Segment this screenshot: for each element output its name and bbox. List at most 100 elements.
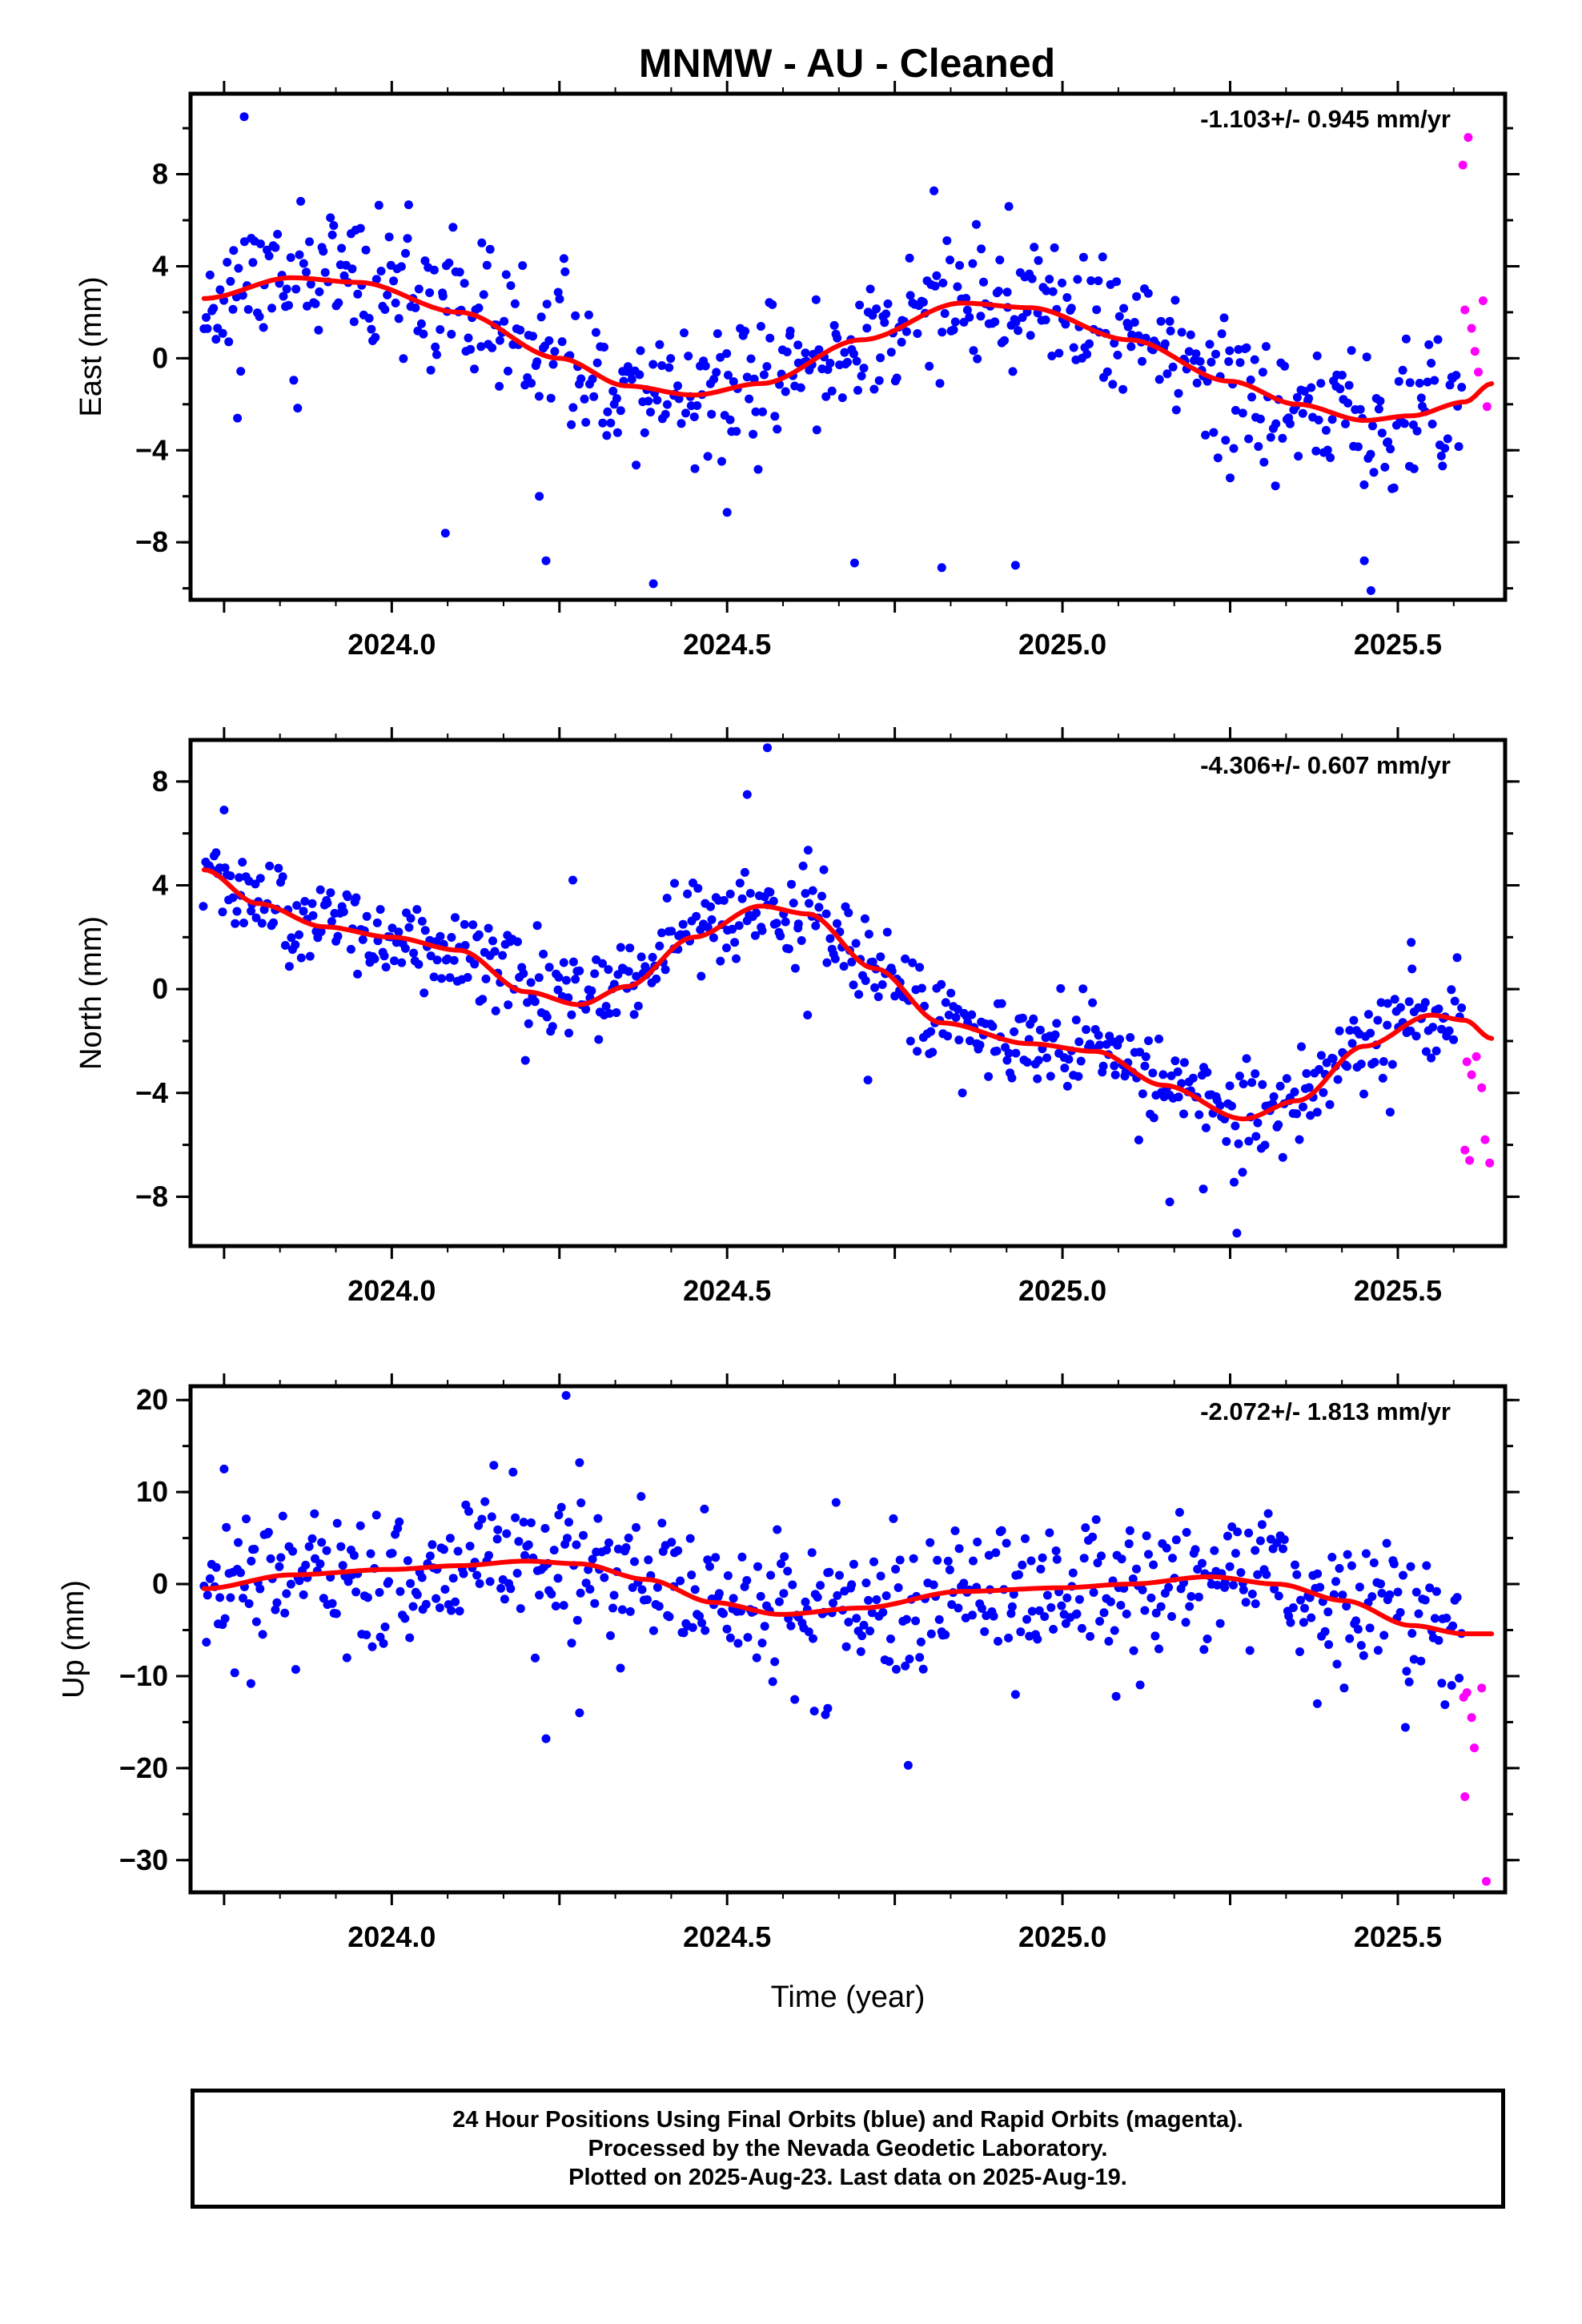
final-orbit-point [695, 1611, 705, 1621]
final-orbit-point [506, 281, 516, 291]
final-orbit-point [553, 985, 563, 995]
final-orbit-point [1337, 371, 1347, 380]
final-orbit-point [1156, 1602, 1166, 1611]
final-orbit-point [1335, 384, 1345, 394]
final-orbit-point [1326, 453, 1335, 462]
final-orbit-point [1366, 586, 1375, 595]
final-orbit-point [1300, 1603, 1309, 1613]
final-orbit-point [604, 1009, 614, 1018]
final-orbit-point [1128, 1574, 1138, 1583]
final-orbit-point [1048, 287, 1058, 296]
final-orbit-point [1440, 1700, 1450, 1710]
final-orbit-point [1258, 368, 1267, 377]
final-orbit-point [782, 348, 792, 356]
final-orbit-point [1369, 1558, 1379, 1567]
final-orbit-point [1077, 1623, 1086, 1633]
final-orbit-point [1416, 393, 1426, 403]
final-orbit-point [491, 1006, 500, 1015]
final-orbit-point [576, 374, 586, 384]
final-orbit-point [1034, 1055, 1043, 1065]
final-orbit-point [1227, 1101, 1236, 1111]
final-orbit-point [781, 917, 790, 927]
final-orbit-point [714, 1589, 724, 1598]
final-orbit-point [1154, 1644, 1163, 1654]
final-orbit-point [339, 271, 349, 280]
y-tick-label: 8 [152, 158, 168, 191]
final-orbit-point [334, 298, 343, 308]
final-orbit-point [1194, 1592, 1203, 1602]
final-orbit-point [844, 1618, 853, 1626]
final-orbit-point [500, 316, 509, 326]
final-orbit-point [953, 1004, 962, 1014]
final-orbit-point [1250, 355, 1259, 364]
final-orbit-point [941, 1630, 950, 1639]
final-orbit-point [239, 919, 248, 927]
final-orbit-point [1405, 378, 1415, 388]
final-orbit-point [548, 1022, 557, 1031]
final-orbit-point [567, 420, 576, 429]
final-orbit-point [1108, 380, 1118, 389]
final-orbit-point [967, 1010, 977, 1019]
final-orbit-point [1409, 464, 1419, 473]
final-orbit-point [853, 385, 862, 395]
final-orbit-point [239, 112, 249, 122]
plot-area [199, 1391, 1495, 1886]
final-orbit-point [1116, 1601, 1126, 1610]
final-orbit-point [560, 267, 570, 276]
final-orbit-point [1247, 392, 1256, 402]
final-orbit-point [1047, 352, 1057, 360]
final-orbit-point [544, 963, 554, 972]
final-orbit-point [976, 312, 986, 321]
final-orbit-point [667, 1538, 677, 1547]
footer-line-2: Processed by the Nevada Geodetic Laborat… [588, 2136, 1108, 2161]
final-orbit-point [997, 999, 1006, 1008]
final-orbit-point [946, 255, 954, 265]
final-orbit-point [684, 352, 693, 361]
final-orbit-point [768, 300, 777, 309]
final-orbit-point [856, 1647, 865, 1656]
final-orbit-point [765, 333, 775, 343]
plot-area [199, 743, 1495, 1238]
final-orbit-point [1247, 1078, 1257, 1088]
final-orbit-point [624, 1534, 633, 1542]
final-orbit-point [271, 1605, 280, 1614]
x-tick-label: 2025.5 [1354, 1274, 1442, 1307]
final-orbit-point [1454, 442, 1464, 452]
final-orbit-point [1376, 1579, 1385, 1589]
final-orbit-point [387, 923, 397, 933]
final-orbit-point [320, 267, 330, 277]
final-orbit-point [476, 342, 486, 352]
final-orbit-point [561, 975, 571, 985]
final-orbit-point [1430, 376, 1439, 385]
final-orbit-point [973, 1538, 982, 1546]
final-orbit-point [387, 1549, 397, 1558]
final-orbit-point [602, 1546, 612, 1554]
x-tick-label: 2024.0 [347, 1920, 436, 1953]
final-orbit-point [477, 1514, 487, 1524]
final-orbit-point [817, 891, 826, 901]
final-orbit-point [1203, 1068, 1212, 1077]
final-orbit-point [299, 907, 308, 916]
final-orbit-point [1068, 1568, 1078, 1578]
rapid-orbit-point [1480, 1135, 1490, 1144]
final-orbit-point [892, 373, 901, 383]
final-orbit-point [1297, 1042, 1306, 1051]
final-orbit-point [1434, 1004, 1443, 1014]
final-orbit-point [1146, 1593, 1156, 1602]
final-orbit-point [1114, 312, 1124, 321]
final-orbit-point [833, 333, 842, 343]
final-orbit-point [447, 933, 456, 942]
final-orbit-point [728, 924, 737, 934]
final-orbit-point [379, 1638, 388, 1648]
final-orbit-point [1347, 346, 1356, 356]
final-orbit-point [1255, 1536, 1265, 1546]
final-orbit-point [289, 376, 299, 385]
final-orbit-point [625, 1606, 635, 1616]
final-orbit-point [809, 1634, 817, 1643]
final-orbit-point [380, 305, 390, 314]
y-tick-label: −20 [119, 1751, 168, 1784]
final-orbit-point [1255, 414, 1265, 424]
velocity-rate-label: -4.306+/- 0.607 mm/yr [1200, 751, 1451, 779]
final-orbit-point [909, 1554, 918, 1563]
final-orbit-point [349, 317, 359, 327]
